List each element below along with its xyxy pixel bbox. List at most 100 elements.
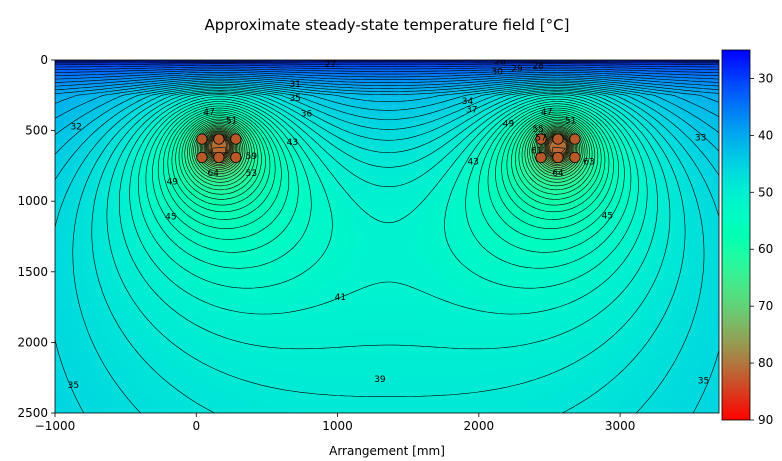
colorbar-tick-label: 50 — [758, 185, 773, 199]
contour-label: 37 — [466, 105, 477, 115]
colorbar-gradient — [722, 50, 750, 420]
cable-marker — [552, 133, 564, 145]
colorbar-tick-label: 80 — [758, 356, 773, 370]
contour-label: 49 — [503, 120, 515, 130]
y-tick-label: 1500 — [17, 265, 48, 279]
contour-line — [55, 87, 719, 181]
contour-label: 61 — [531, 146, 542, 156]
colorbar-ticks: 30 40 50 60 70 80 90 — [750, 71, 773, 427]
colorbar: 30 40 50 60 70 80 90 — [721, 49, 773, 427]
contour-line — [167, 109, 610, 220]
contour-label: 35 — [698, 377, 709, 387]
contour-label: 45 — [602, 211, 613, 221]
contour-label: 64 — [208, 169, 220, 179]
cable-marker — [213, 151, 225, 164]
contour-line — [163, 107, 614, 229]
contour-line — [91, 91, 686, 413]
cable-bundles — [196, 133, 581, 164]
cable-marker — [535, 151, 547, 164]
contour-line — [55, 85, 719, 155]
x-tick-label: 3000 — [605, 419, 636, 433]
contour-label: 53 — [246, 169, 257, 179]
contour-line — [129, 96, 648, 315]
colorbar-tick-label: 70 — [758, 299, 773, 313]
contour-label: 63 — [583, 158, 594, 168]
contour-label: 64 — [552, 169, 564, 179]
plot-frame — [54, 59, 720, 414]
contour-label: 55 — [532, 125, 543, 135]
x-tick-label: 1000 — [322, 419, 353, 433]
contour-label: 47 — [203, 108, 214, 118]
contour-line — [193, 124, 584, 177]
contour-label: 28 — [532, 62, 544, 72]
contour-lines — [55, 60, 719, 413]
colorbar-frame — [721, 49, 751, 421]
colorbar-tick-label: 90 — [758, 413, 773, 427]
cable-marker — [535, 133, 547, 145]
contour-label: 29 — [511, 64, 523, 74]
y-tick-label: 0 — [40, 53, 48, 67]
contour-line — [55, 68, 719, 73]
contour-line — [55, 80, 719, 104]
contour-label: 32 — [70, 122, 81, 132]
cable-marker — [196, 151, 208, 164]
contour-line — [207, 135, 570, 159]
contour-line — [55, 63, 719, 66]
x-tick-label: −1000 — [35, 419, 76, 433]
contour-line — [206, 134, 571, 160]
contour-line — [55, 88, 719, 413]
contour-line — [55, 73, 719, 83]
contour-line — [119, 94, 658, 350]
contour-line — [175, 113, 602, 206]
contour-label: 59 — [246, 152, 258, 162]
y-tick-label: 2000 — [17, 335, 48, 349]
contour-line — [145, 101, 632, 269]
contour-line — [152, 103, 625, 253]
contour-label: 43 — [467, 158, 478, 168]
colorbar-tick-label: 30 — [758, 71, 773, 85]
contour-line — [187, 120, 590, 187]
cable-marker — [196, 133, 208, 145]
contour-line — [171, 111, 606, 213]
contour-line — [106, 93, 671, 397]
contour-line — [157, 105, 619, 240]
contour-line — [55, 72, 719, 80]
contour-line — [138, 98, 639, 289]
y-tick-label: 500 — [25, 124, 48, 138]
colorbar-tick-label: 60 — [758, 242, 773, 256]
cable-marker — [552, 151, 564, 164]
contour-line — [55, 78, 719, 94]
contour-label: 57 — [535, 134, 546, 144]
contour-label: 36 — [301, 110, 313, 120]
colorbar-tick-label: 40 — [758, 128, 773, 142]
chart-title: Approximate steady-state temperature fie… — [205, 16, 570, 34]
contour-label: 34 — [462, 97, 474, 107]
contour-line — [189, 121, 588, 183]
contour-line — [55, 65, 719, 68]
contour-line — [184, 118, 593, 191]
contour-label: 27 — [325, 60, 336, 70]
cable-marker — [213, 133, 225, 145]
y-tick-label: 1000 — [17, 194, 48, 208]
cable-marker — [569, 133, 581, 145]
contour-label: 35 — [289, 94, 300, 104]
x-axis-label: Arrangement [mm] — [329, 444, 445, 458]
contour-line — [181, 117, 596, 195]
cable-marker — [230, 133, 242, 145]
contour-label: 41 — [335, 293, 346, 303]
contour-line — [55, 66, 719, 70]
contour-label: 47 — [541, 108, 552, 118]
contour-label: 26 — [494, 57, 506, 67]
contour-label: 49 — [167, 177, 179, 187]
contour-line — [72, 90, 705, 413]
x-axis: −1000 0 1000 2000 3000 — [35, 413, 636, 433]
y-axis: 0 500 1000 1500 2000 2500 — [17, 53, 55, 420]
contour-label: 39 — [374, 375, 386, 385]
x-tick-label: 2000 — [464, 419, 495, 433]
contour-label: 43 — [287, 138, 298, 148]
x-tick-label: 0 — [192, 419, 200, 433]
y-tick-label: 2500 — [17, 406, 48, 420]
contour-label: 31 — [289, 80, 300, 90]
